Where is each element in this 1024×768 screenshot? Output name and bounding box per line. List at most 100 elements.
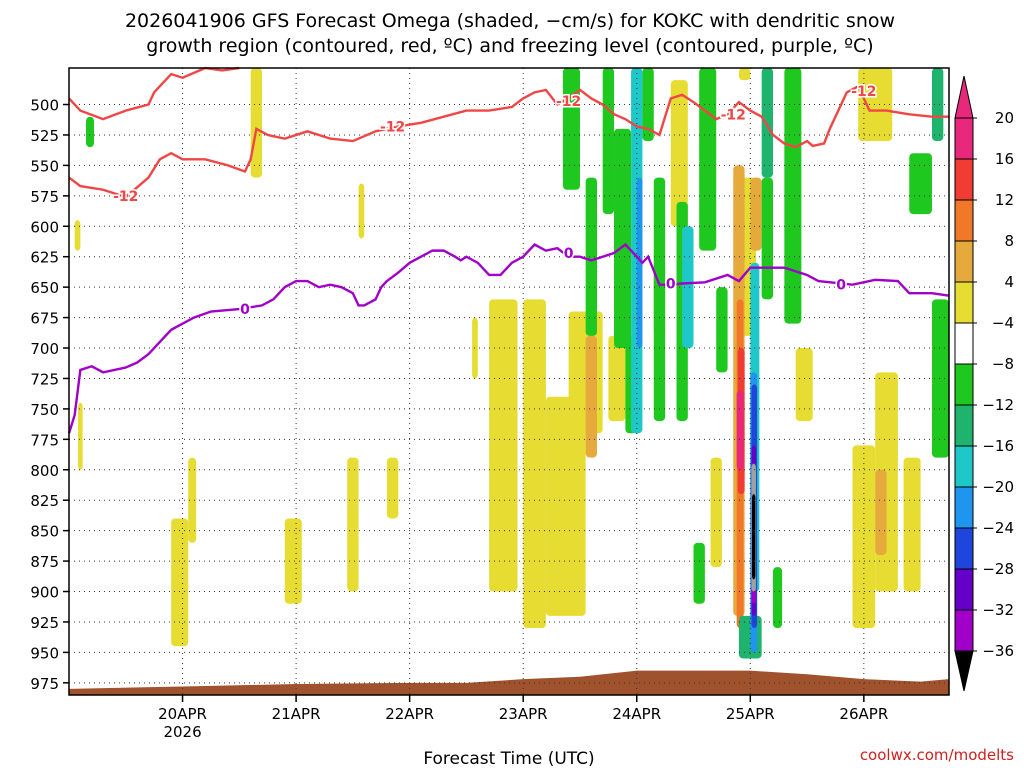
contour-label-1-4: -12 bbox=[851, 84, 876, 100]
omega-region-8 bbox=[358, 183, 365, 239]
omega-region-48 bbox=[931, 299, 949, 458]
contour-line-1 bbox=[68, 84, 949, 199]
contour-label-1-0: -12 bbox=[113, 189, 138, 205]
colorbar-label-8: −16 bbox=[982, 437, 1014, 455]
omega-region-34 bbox=[585, 177, 597, 336]
y-tick-label-950: 950 bbox=[30, 644, 59, 662]
omega-region-20 bbox=[852, 445, 876, 629]
y-tick-label-675: 675 bbox=[30, 310, 59, 328]
title-line-2: growth region (contoured, red, ºC) and f… bbox=[146, 35, 873, 57]
colorbar-swatch-11 bbox=[954, 568, 974, 611]
contour-label-2-2: 0 bbox=[666, 276, 676, 292]
contour-line-0 bbox=[68, 66, 240, 121]
colorbar-label-1: 16 bbox=[995, 150, 1014, 168]
x-tick-label-21APR: 21APR bbox=[272, 705, 321, 723]
contour-label-2-1: 0 bbox=[564, 246, 574, 262]
x-tick-label-22APR: 22APR bbox=[385, 705, 434, 723]
omega-region-4 bbox=[250, 68, 263, 178]
y-tick-label-925: 925 bbox=[30, 614, 59, 632]
omega-region-1 bbox=[78, 402, 83, 470]
omega-region-22 bbox=[903, 457, 921, 592]
omega-region-47 bbox=[909, 153, 932, 215]
colorbar-label-9: −20 bbox=[982, 478, 1014, 496]
omega-region-15 bbox=[670, 80, 688, 227]
omega-region-33 bbox=[562, 68, 580, 190]
omega-region-45 bbox=[693, 542, 705, 604]
omega-region-36 bbox=[614, 128, 632, 349]
omega-region-56 bbox=[636, 177, 643, 349]
omega-region-46 bbox=[773, 567, 783, 629]
x-axis-label: Forecast Time (UTC) bbox=[423, 749, 594, 768]
y-tick-label-625: 625 bbox=[30, 249, 59, 267]
y-tick-label-775: 775 bbox=[30, 431, 59, 449]
colorbar: 20 16 12 8 4 −4 −8 −12 −16 −20 −24 −28 −32 −36 bbox=[954, 75, 1014, 692]
y-tick-label-500: 500 bbox=[30, 97, 59, 115]
y-tick-label-975: 975 bbox=[30, 675, 59, 693]
omega-region-32 bbox=[86, 116, 94, 148]
omega-region-17 bbox=[710, 457, 722, 568]
y-tick-label-600: 600 bbox=[30, 218, 59, 236]
colorbar-top-arrow bbox=[954, 75, 974, 119]
colorbar-label-4: 4 bbox=[1004, 273, 1014, 291]
colorbar-swatch-0 bbox=[954, 117, 974, 160]
y-tick-label-700: 700 bbox=[30, 340, 59, 358]
y-tick-label-575: 575 bbox=[30, 188, 59, 206]
omega-region-14 bbox=[608, 335, 626, 422]
omega-region-35 bbox=[602, 68, 615, 215]
omega-region-11 bbox=[523, 299, 546, 629]
omega-region-43 bbox=[761, 177, 773, 300]
title-line-1: 2026041906 GFS Forecast Omega (shaded, −… bbox=[125, 10, 895, 32]
gridlines bbox=[69, 68, 949, 695]
contour-label-1-3: -12 bbox=[721, 107, 746, 123]
y-tick-label-725: 725 bbox=[30, 370, 59, 388]
contour-label-1-1: -12 bbox=[380, 119, 405, 135]
colorbar-swatch-5 bbox=[954, 322, 974, 365]
colorbar-label-2: 12 bbox=[995, 191, 1014, 209]
colorbar-swatch-9 bbox=[954, 486, 974, 529]
omega-region-5 bbox=[284, 518, 302, 604]
colorbar-label-5: −4 bbox=[992, 314, 1014, 332]
y-tick-label-875: 875 bbox=[30, 553, 59, 571]
y-tick-label-750: 750 bbox=[30, 401, 59, 419]
colorbar-label-0: 20 bbox=[995, 109, 1014, 127]
omega-region-6 bbox=[347, 457, 359, 592]
omega-region-2 bbox=[171, 518, 189, 647]
omega-region-49 bbox=[761, 68, 773, 178]
omega-region-23 bbox=[858, 68, 893, 142]
x-tick-label-20APR: 20APR bbox=[158, 705, 207, 723]
y-tick-label-825: 825 bbox=[30, 492, 59, 510]
x-tick-label-23APR: 23APR bbox=[499, 705, 548, 723]
omega-region-51 bbox=[931, 68, 944, 142]
colorbar-swatch-12 bbox=[954, 609, 974, 652]
colorbar-swatch-6 bbox=[954, 363, 974, 406]
omega-region-16 bbox=[738, 68, 751, 81]
omega-region-44 bbox=[784, 68, 802, 324]
colorbar-label-6: −8 bbox=[992, 355, 1014, 373]
contour-lines: -12 -12 -12 -12 -12 0 0 0 0 bbox=[67, 66, 950, 434]
x-tick-label-25APR: 25APR bbox=[726, 705, 775, 723]
y-tick-label-550: 550 bbox=[30, 157, 59, 175]
y-tick-label-650: 650 bbox=[30, 279, 59, 297]
omega-region-10 bbox=[489, 299, 518, 592]
omega-region-7 bbox=[386, 457, 399, 519]
contour-label-1-2: -12 bbox=[556, 94, 581, 110]
contour-label-2-3: 0 bbox=[836, 278, 846, 294]
omega-region-12 bbox=[545, 396, 586, 616]
colorbar-label-12: −32 bbox=[982, 601, 1014, 619]
y-tick-label-800: 800 bbox=[30, 462, 59, 480]
omega-region-3 bbox=[188, 457, 197, 543]
chart-title: 2026041906 GFS Forecast Omega (shaded, −… bbox=[125, 10, 895, 57]
x-tick-label-24APR: 24APR bbox=[612, 705, 661, 723]
x-tick-sublabel: 2026 bbox=[163, 723, 201, 741]
colorbar-swatch-10 bbox=[954, 527, 974, 570]
colorbar-swatch-7 bbox=[954, 404, 974, 447]
omega-region-39 bbox=[653, 177, 666, 422]
omega-region-53 bbox=[682, 226, 694, 349]
credit-text[interactable]: coolwx.com/modelts bbox=[860, 746, 1014, 764]
colorbar-label-3: 8 bbox=[1004, 232, 1014, 250]
omega-region-50 bbox=[738, 615, 762, 659]
colorbar-swatch-4 bbox=[954, 281, 974, 324]
omega-region-42 bbox=[716, 287, 728, 373]
